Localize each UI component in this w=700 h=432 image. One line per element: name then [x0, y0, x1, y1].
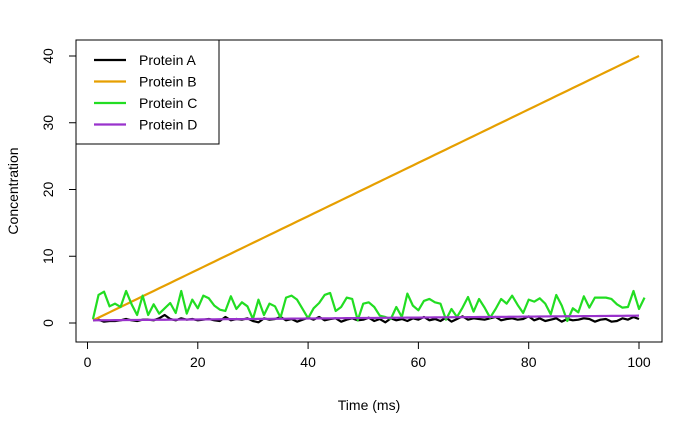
legend-label: Protein C [139, 95, 197, 111]
y-tick-label: 40 [40, 48, 56, 64]
x-tick-label: 100 [627, 354, 651, 370]
legend: Protein A Protein B Protein C Protein D [75, 39, 220, 145]
legend-box [75, 39, 220, 145]
x-tick-label: 40 [300, 354, 316, 370]
series-line-protein-c [91, 289, 646, 323]
series-line-protein-d [92, 314, 640, 322]
y-tick-label: 10 [40, 248, 56, 264]
y-axis-label: Concentration [5, 147, 21, 234]
y-tick-label: 30 [40, 115, 56, 131]
x-axis-label: Time (ms) [338, 397, 400, 413]
y-tick-label: 0 [40, 319, 56, 327]
x-tick-label: 80 [521, 354, 537, 370]
x-tick-label: 60 [411, 354, 427, 370]
legend-label: Protein D [139, 117, 197, 133]
y-tick-label: 20 [40, 182, 56, 198]
x-tick-label: 0 [84, 354, 92, 370]
x-tick-label: 20 [190, 354, 206, 370]
series-line-protein-b [92, 55, 640, 322]
legend-label: Protein B [139, 74, 197, 90]
legend-label: Protein A [139, 52, 196, 68]
x-axis: 0 20 40 60 80 100 [84, 341, 651, 370]
series-layer [91, 55, 646, 324]
